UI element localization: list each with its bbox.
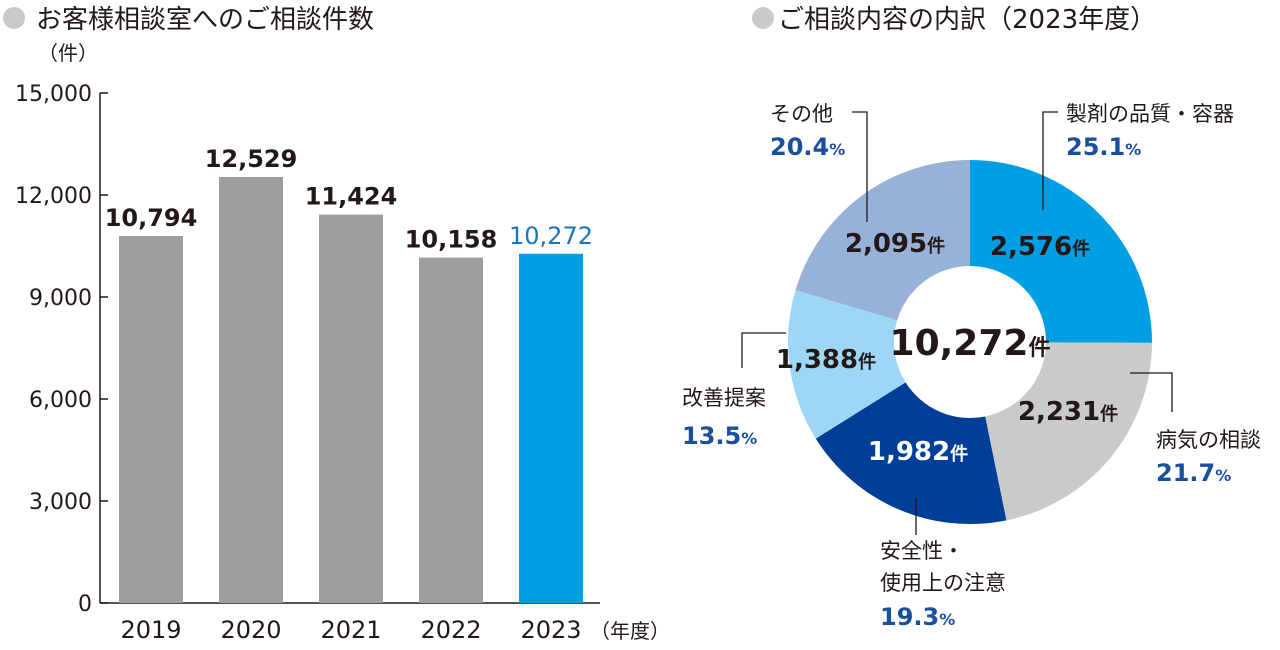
segment-category-label: その他	[770, 102, 833, 126]
x-tick-label: 2021	[320, 616, 381, 644]
x-tick-label: 2023	[520, 616, 581, 644]
bar-value-label: 10,272	[509, 222, 593, 250]
segment-count-label: 1,982件	[868, 437, 968, 467]
segment-category-label: 使用上の注意	[880, 571, 1006, 595]
bar-2022	[419, 257, 483, 603]
bar-2021	[319, 214, 383, 604]
x-axis-unit: （年度）	[590, 619, 670, 643]
donut-segment	[788, 290, 906, 439]
bar-value-label: 11,424	[305, 183, 398, 211]
bar-2020	[219, 177, 283, 604]
donut-chart-title-bullet	[752, 7, 774, 29]
segment-category-label: 改善提案	[682, 386, 766, 410]
x-tick-label: 2022	[420, 616, 481, 644]
bar-chart: 0 3,000 6,000 9,000 12,000 15,000 10,794 2019 12…	[15, 82, 670, 644]
segment-category-label: 病気の相談	[1156, 428, 1261, 452]
donut-segment	[985, 342, 1152, 521]
segment-percent-label: 13.5%	[682, 422, 757, 450]
segment-count-label: 2,576件	[990, 232, 1090, 262]
bar-value-label: 12,529	[205, 145, 298, 173]
segment-count-label: 1,388件	[776, 345, 876, 375]
x-tick-label: 2020	[220, 616, 281, 644]
segment-percent-label: 25.1%	[1066, 133, 1141, 161]
bar-chart-title-bullet	[3, 7, 25, 29]
y-tick-label: 0	[78, 592, 92, 617]
segment-category-label: 安全性・	[880, 539, 964, 563]
bar-chart-y-unit: （件）	[38, 41, 98, 65]
bar-2019	[119, 236, 183, 603]
segment-percent-label: 19.3%	[880, 603, 955, 631]
callout-leader-line	[852, 111, 868, 222]
y-tick-label: 15,000	[15, 82, 92, 107]
segment-percent-label: 20.4%	[770, 133, 845, 161]
y-tick-label: 12,000	[15, 184, 92, 209]
donut-chart-title: ご相談内容の内訳（2023年度）	[778, 5, 1156, 35]
y-tick-label: 3,000	[29, 490, 92, 515]
callout-leader-line	[1042, 111, 1058, 210]
bar-value-label: 10,794	[105, 204, 198, 232]
segment-count-label: 2,095件	[845, 229, 945, 259]
donut-segment	[815, 382, 1007, 524]
donut-center-total: 10,272件	[890, 323, 1051, 364]
donut-segment	[795, 160, 970, 321]
donut-segment	[970, 160, 1152, 343]
callout-leader-line	[741, 332, 786, 368]
bar-chart-title: お客様相談室へのご相談件数	[36, 5, 374, 35]
x-tick-label: 2019	[120, 616, 181, 644]
bar-2023	[519, 253, 583, 603]
y-tick-label: 6,000	[29, 388, 92, 413]
callout-leader-line	[1130, 372, 1173, 412]
segment-percent-label: 21.7%	[1156, 459, 1231, 487]
segment-category-label: 製剤の品質・容器	[1066, 102, 1234, 126]
segment-count-label: 2,231件	[1018, 397, 1118, 427]
bar-value-label: 10,158	[405, 226, 498, 254]
y-tick-label: 9,000	[29, 286, 92, 311]
